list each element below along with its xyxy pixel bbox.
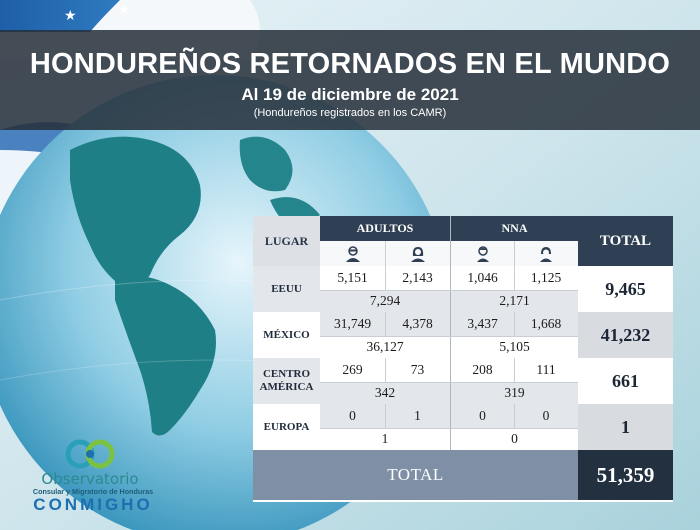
page-subtitle: (Hondureños registrados en los CAMR)	[253, 107, 447, 119]
table-divider	[514, 241, 515, 266]
nna-male-count: 0	[451, 404, 514, 428]
nna-female-count: 0	[514, 404, 578, 428]
title-banner	[0, 30, 700, 130]
conmigho-logo-icon	[65, 439, 115, 469]
adultos-subtotal: 36,127	[366, 339, 404, 354]
adultos-subtotal: 7,294	[369, 293, 401, 308]
column-header-lugar: LUGAR	[253, 216, 320, 266]
nna-subtotal: 2,171	[499, 293, 530, 308]
nna-male-count: 3,437	[451, 312, 514, 336]
adult-female-count: 4,378	[385, 312, 450, 336]
row-lugar: EUROPA	[263, 420, 310, 433]
table-divider	[385, 358, 386, 382]
table-divider	[385, 404, 386, 428]
nna-female-count: 111	[514, 358, 578, 382]
table-divider	[385, 241, 386, 266]
logo-subtitle: Consular y Migratorio de Honduras	[32, 487, 154, 496]
adultos-subtotal: 342	[374, 385, 396, 400]
svg-text:★: ★	[118, 2, 131, 18]
nna-subtotal: 5,105	[499, 339, 530, 354]
row-total: 1	[578, 404, 673, 450]
girl-icon	[514, 241, 578, 266]
column-header-total: TOTAL	[578, 216, 673, 266]
adult-male-count: 31,749	[320, 312, 385, 336]
table-divider	[320, 290, 578, 291]
grand-total-label: TOTAL	[253, 450, 578, 500]
row-total: 661	[578, 358, 673, 404]
svg-text:★: ★	[64, 8, 77, 24]
column-header-adultos: ADULTOS	[320, 216, 450, 241]
nna-female-count: 1,668	[514, 312, 578, 336]
table-divider	[320, 382, 578, 383]
table-divider	[385, 312, 386, 336]
adult-male-count: 269	[320, 358, 385, 382]
table-divider	[320, 336, 578, 337]
row-total: 41,232	[578, 312, 673, 358]
table-divider	[385, 266, 386, 290]
table-divider	[514, 404, 515, 428]
adult-male-count: 0	[320, 404, 385, 428]
adult-female-count: 2,143	[385, 266, 450, 290]
male-adult-icon	[320, 241, 385, 266]
report-date: Al 19 de diciembre de 2021	[241, 85, 459, 104]
boy-icon	[451, 241, 514, 266]
adult-female-count: 73	[385, 358, 450, 382]
adult-female-count: 1	[385, 404, 450, 428]
adultos-subtotal: 1	[381, 431, 389, 446]
table-divider	[514, 358, 515, 382]
row-lugar: MÉXICO	[263, 328, 310, 341]
page-title: HONDUREÑOS RETORNADOS EN EL MUNDO	[29, 48, 671, 80]
nna-male-count: 208	[451, 358, 514, 382]
nna-male-count: 1,046	[451, 266, 514, 290]
nna-subtotal: 319	[504, 385, 525, 400]
logo-conmigho: CONMIGHO	[33, 495, 153, 514]
table-divider	[514, 266, 515, 290]
nna-female-count: 1,125	[514, 266, 578, 290]
row-lugar: EEUU	[271, 282, 302, 295]
female-adult-icon	[385, 241, 450, 266]
row-lugar: CENTRO AMÉRICA	[259, 368, 314, 393]
adult-male-count: 5,151	[320, 266, 385, 290]
table-divider	[320, 428, 578, 429]
nna-subtotal: 0	[511, 431, 518, 446]
logo-observatorio: Observatorio	[41, 470, 139, 488]
column-header-nna: NNA	[451, 216, 578, 241]
grand-total-value: 51,359	[578, 450, 673, 500]
row-total: 9,465	[578, 266, 673, 312]
table-divider	[514, 312, 515, 336]
table-divider	[450, 216, 451, 450]
